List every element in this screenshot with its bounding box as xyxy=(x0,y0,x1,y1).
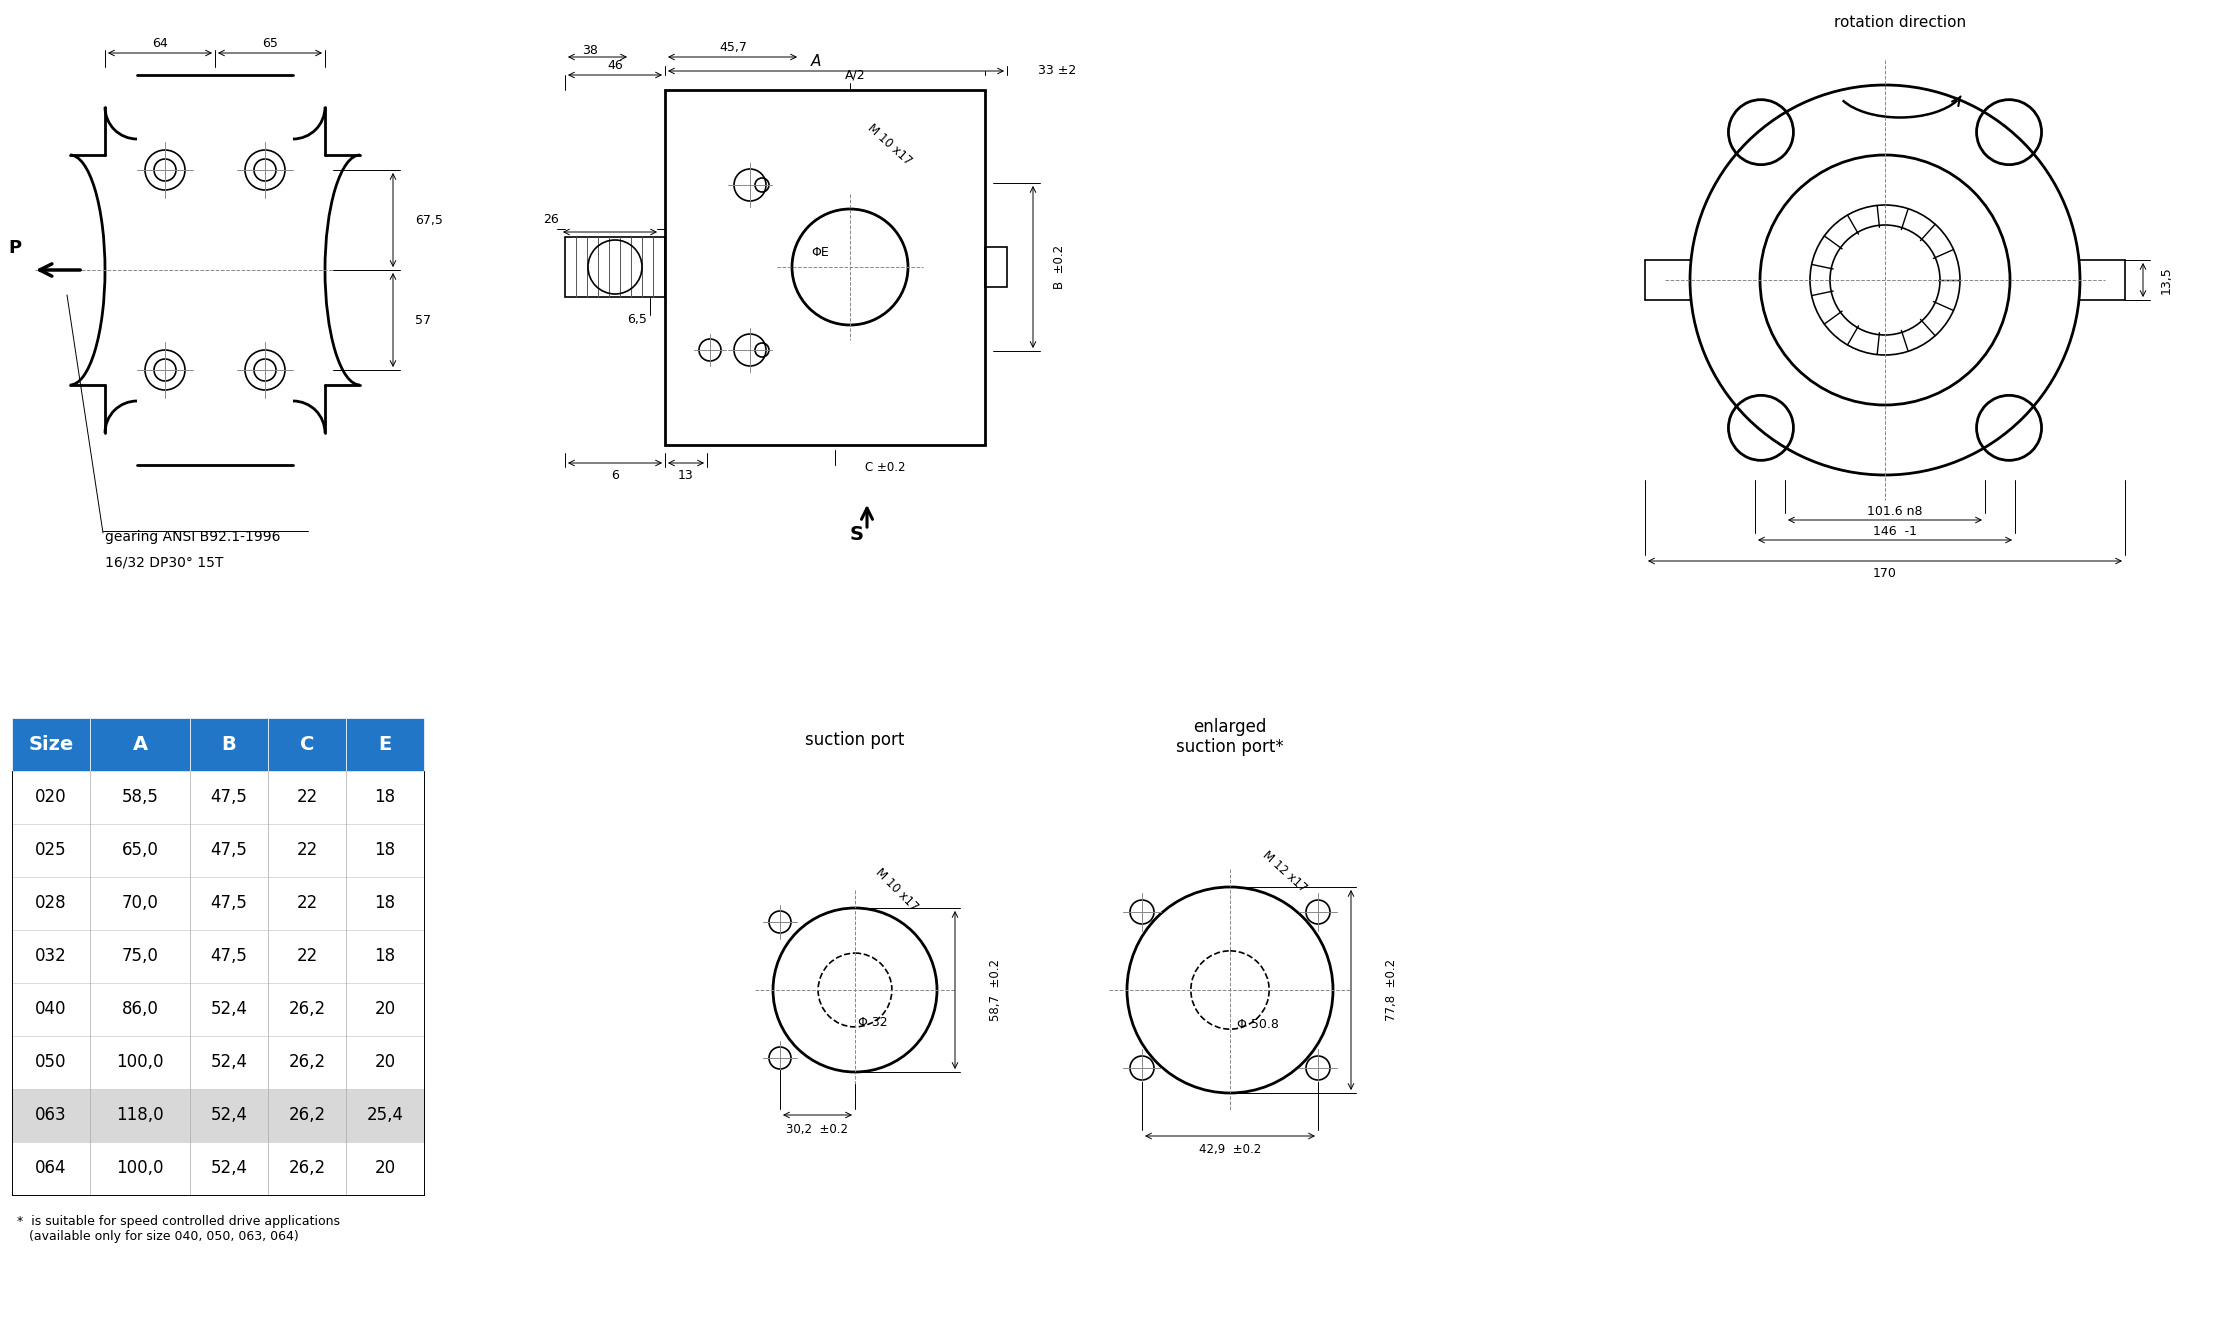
Bar xyxy=(269,719,345,771)
Text: 064: 064 xyxy=(36,1159,67,1177)
Text: A/2: A/2 xyxy=(844,68,865,82)
Text: 101.6 n8: 101.6 n8 xyxy=(1868,504,1922,518)
Text: 040: 040 xyxy=(36,999,67,1018)
Text: 47,5: 47,5 xyxy=(211,842,246,859)
Text: rotation direction: rotation direction xyxy=(1835,15,1967,29)
Text: 063: 063 xyxy=(36,1107,67,1124)
Text: P: P xyxy=(9,240,22,257)
Text: 13: 13 xyxy=(679,468,694,482)
Text: 64: 64 xyxy=(152,36,168,50)
Bar xyxy=(190,719,269,771)
Text: M 12 x17: M 12 x17 xyxy=(1261,848,1310,895)
Bar xyxy=(564,237,665,297)
Text: 16/32 DP30° 15T: 16/32 DP30° 15T xyxy=(105,555,224,569)
Text: 18: 18 xyxy=(374,788,396,805)
Text: 52,4: 52,4 xyxy=(211,1053,246,1070)
Text: 18: 18 xyxy=(374,947,396,965)
Text: 47,5: 47,5 xyxy=(211,788,246,805)
Text: 58,5: 58,5 xyxy=(121,788,159,805)
Text: 020: 020 xyxy=(36,788,67,805)
Text: 20: 20 xyxy=(374,999,396,1018)
Text: 75,0: 75,0 xyxy=(121,947,159,965)
Text: 13,5: 13,5 xyxy=(2159,266,2173,294)
Text: 52,4: 52,4 xyxy=(211,1159,246,1177)
Text: E: E xyxy=(379,735,392,753)
Text: 18: 18 xyxy=(374,894,396,913)
Text: B: B xyxy=(222,735,237,753)
Text: 22: 22 xyxy=(296,947,318,965)
Text: M 10 x17: M 10 x17 xyxy=(874,866,921,914)
Text: ΦE: ΦE xyxy=(811,245,829,258)
Bar xyxy=(11,1036,423,1089)
Text: 22: 22 xyxy=(296,788,318,805)
Text: Φ 50.8: Φ 50.8 xyxy=(1236,1018,1279,1032)
Bar xyxy=(11,1089,423,1143)
Bar xyxy=(11,876,423,930)
Text: 45,7: 45,7 xyxy=(719,40,746,54)
Text: M 10 x17: M 10 x17 xyxy=(865,122,914,169)
Bar xyxy=(345,719,423,771)
Text: 25,4: 25,4 xyxy=(367,1107,403,1124)
Text: 47,5: 47,5 xyxy=(211,894,246,913)
Bar xyxy=(11,719,90,771)
Bar xyxy=(11,771,423,824)
Bar xyxy=(665,90,986,446)
Bar xyxy=(11,983,423,1036)
Text: 42,9  ±0.2: 42,9 ±0.2 xyxy=(1198,1144,1261,1156)
Text: 65,0: 65,0 xyxy=(121,842,159,859)
Text: C ±0.2: C ±0.2 xyxy=(865,460,905,474)
Text: 26,2: 26,2 xyxy=(289,1159,325,1177)
Text: 22: 22 xyxy=(296,894,318,913)
Bar xyxy=(11,824,423,876)
Text: 46: 46 xyxy=(607,59,623,71)
Text: 65: 65 xyxy=(262,36,278,50)
Text: Φ 32: Φ 32 xyxy=(858,1016,887,1029)
Text: gearing ANSI B92.1-1996: gearing ANSI B92.1-1996 xyxy=(105,530,280,545)
Bar xyxy=(986,248,1008,286)
Text: 52,4: 52,4 xyxy=(211,999,246,1018)
Text: enlarged
suction port*: enlarged suction port* xyxy=(1176,717,1284,756)
Text: 6,5: 6,5 xyxy=(627,313,647,325)
Text: 032: 032 xyxy=(36,947,67,965)
Text: 70,0: 70,0 xyxy=(121,894,159,913)
Text: 47,5: 47,5 xyxy=(211,947,246,965)
Text: Size: Size xyxy=(29,735,74,753)
Bar xyxy=(11,1143,423,1195)
Text: 100,0: 100,0 xyxy=(116,1159,164,1177)
Text: 67,5: 67,5 xyxy=(414,214,444,226)
Text: A: A xyxy=(811,54,822,68)
Text: *  is suitable for speed controlled drive applications
   (available only for si: * is suitable for speed controlled drive… xyxy=(18,1215,340,1243)
Text: suction port: suction port xyxy=(806,731,905,749)
Text: 118,0: 118,0 xyxy=(116,1107,164,1124)
Text: 20: 20 xyxy=(374,1159,396,1177)
Text: 77,8  ±0.2: 77,8 ±0.2 xyxy=(1384,959,1398,1021)
Text: 52,4: 52,4 xyxy=(211,1107,246,1124)
Text: 20: 20 xyxy=(374,1053,396,1070)
Text: 025: 025 xyxy=(36,842,67,859)
Text: 33 ±2: 33 ±2 xyxy=(1037,63,1075,76)
Text: 58,7  ±0.2: 58,7 ±0.2 xyxy=(988,959,1001,1021)
Text: 18: 18 xyxy=(374,842,396,859)
Text: 146  -1: 146 -1 xyxy=(1873,524,1917,538)
Text: 050: 050 xyxy=(36,1053,67,1070)
Text: 028: 028 xyxy=(36,894,67,913)
Text: 100,0: 100,0 xyxy=(116,1053,164,1070)
Text: B  ±0.2: B ±0.2 xyxy=(1053,245,1066,289)
Text: 38: 38 xyxy=(582,44,598,56)
Text: 26: 26 xyxy=(542,213,558,226)
Text: 26,2: 26,2 xyxy=(289,1107,325,1124)
Bar xyxy=(11,930,423,983)
Text: 26,2: 26,2 xyxy=(289,999,325,1018)
Text: 22: 22 xyxy=(296,842,318,859)
Text: 6: 6 xyxy=(612,468,618,482)
Text: C: C xyxy=(300,735,314,753)
Text: 26,2: 26,2 xyxy=(289,1053,325,1070)
Text: 170: 170 xyxy=(1873,566,1897,579)
Text: A: A xyxy=(132,735,148,753)
Text: S: S xyxy=(849,524,865,543)
Text: 86,0: 86,0 xyxy=(121,999,159,1018)
Text: 30,2  ±0.2: 30,2 ±0.2 xyxy=(786,1123,849,1136)
Bar xyxy=(90,719,190,771)
Text: 57: 57 xyxy=(414,313,430,326)
